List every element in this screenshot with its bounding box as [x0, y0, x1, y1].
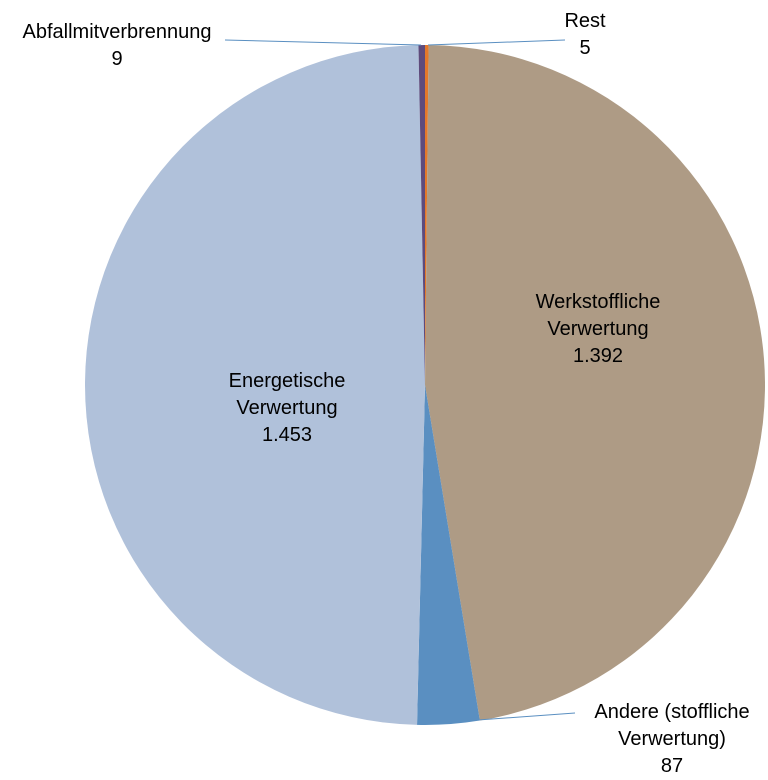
value-label: 5	[579, 37, 591, 59]
category-label: Rest	[564, 10, 606, 32]
data-label: Werkstoffliche Verwertung 1.392	[508, 289, 688, 370]
value-label: 87	[660, 755, 684, 777]
leader-line	[477, 712, 576, 721]
leader-line	[427, 39, 566, 46]
pie-slice	[85, 45, 425, 725]
data-label: Rest 5	[564, 8, 605, 62]
category-label: Abfallmitverbrennung	[22, 21, 212, 43]
value-label: 1.453	[261, 424, 313, 446]
pie-slice	[418, 45, 425, 385]
category-label: Energetische Verwertung	[228, 370, 346, 419]
data-label: Abfallmitverbrennung 9	[23, 19, 212, 73]
data-label: Andere (stoffliche Verwertung) 87	[567, 699, 768, 780]
data-label: Energetische Verwertung 1.453	[197, 368, 377, 449]
leader-line	[224, 39, 422, 46]
pie-slice	[425, 45, 766, 721]
pie-slice	[425, 45, 429, 385]
value-label: 9	[111, 48, 123, 70]
category-label: Werkstoffliche Verwertung	[535, 291, 661, 340]
value-label: 1.392	[572, 345, 624, 367]
pie-slice	[417, 385, 480, 725]
category-label: Andere (stoffliche Verwertung)	[594, 701, 750, 750]
